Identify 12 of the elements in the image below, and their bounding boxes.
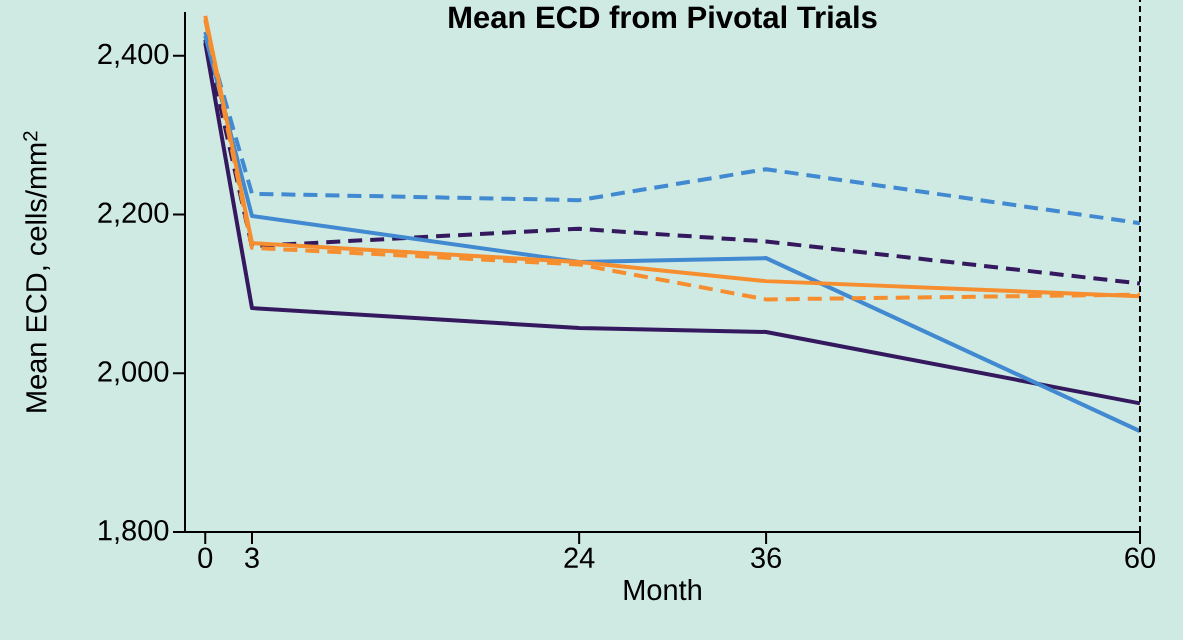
y-tick-label: 2,400 — [98, 43, 169, 68]
y-axis-title: Mean ECD, cells/mm$^{2}$ — [23, 131, 51, 412]
x-tick-label: 3 — [245, 547, 259, 569]
x-tick-label: 60 — [1125, 547, 1155, 569]
x-tick-label: 36 — [751, 547, 781, 569]
x-axis-title: Month — [624, 578, 701, 601]
y-tick-label: 2,000 — [98, 361, 169, 386]
x-tick-label: 0 — [198, 547, 213, 569]
y-tick-label: 2,200 — [98, 202, 169, 227]
y-tick-label: 1,800 — [99, 520, 169, 544]
chart-title: Mean ECD from Pivotal Trials — [449, 5, 877, 29]
x-tick-label: 24 — [564, 547, 595, 568]
